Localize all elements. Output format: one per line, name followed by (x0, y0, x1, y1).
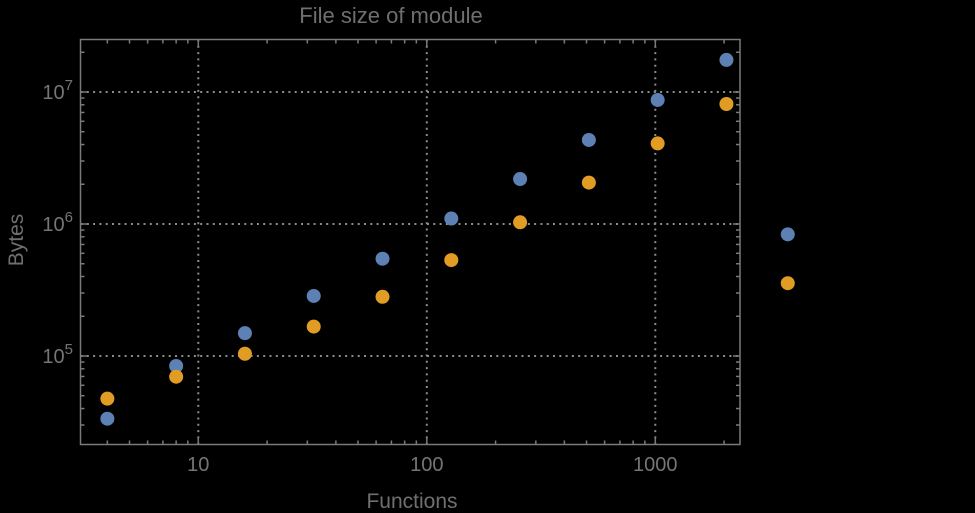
data-point-series-2-orange (444, 253, 459, 268)
data-point-series-2-orange (719, 97, 734, 112)
y-axis-label: Bytes (5, 213, 28, 267)
y-tick-label: 106 (42, 209, 73, 236)
data-point-series-2-orange (513, 215, 528, 230)
x-tick-label: 1000 (633, 454, 678, 476)
data-point-series-2-orange (581, 175, 596, 190)
data-point-series-1-blue (169, 358, 184, 373)
data-point-series-2-orange (100, 391, 115, 406)
data-point-series-1-blue (375, 251, 390, 266)
x-axis-label: Functions (366, 490, 458, 513)
data-point-series-1-blue (444, 211, 459, 226)
x-tick-label: 100 (410, 454, 443, 476)
data-point-series-1-blue (581, 132, 596, 147)
data-point-series-2-orange (780, 276, 795, 291)
x-tick-label: 10 (187, 454, 209, 476)
y-tick-label: 107 (42, 77, 73, 104)
data-point-series-1-blue (100, 411, 115, 426)
data-point-series-1-blue (237, 326, 252, 341)
plot-title: File size of module (299, 3, 483, 28)
data-point-series-2-orange (306, 319, 321, 334)
data-point-series-1-blue (513, 172, 528, 187)
data-point-series-2-orange (237, 346, 252, 361)
data-point-series-2-orange (169, 369, 184, 384)
plot-frame (79, 38, 741, 446)
y-tick-label: 105 (42, 341, 73, 368)
data-point-series-1-blue (306, 288, 321, 303)
data-point-series-2-orange (650, 136, 665, 151)
data-point-series-1-blue (780, 227, 795, 242)
data-point-series-1-blue (719, 52, 734, 67)
data-point-series-1-blue (650, 92, 665, 107)
data-point-series-2-orange (375, 289, 390, 304)
